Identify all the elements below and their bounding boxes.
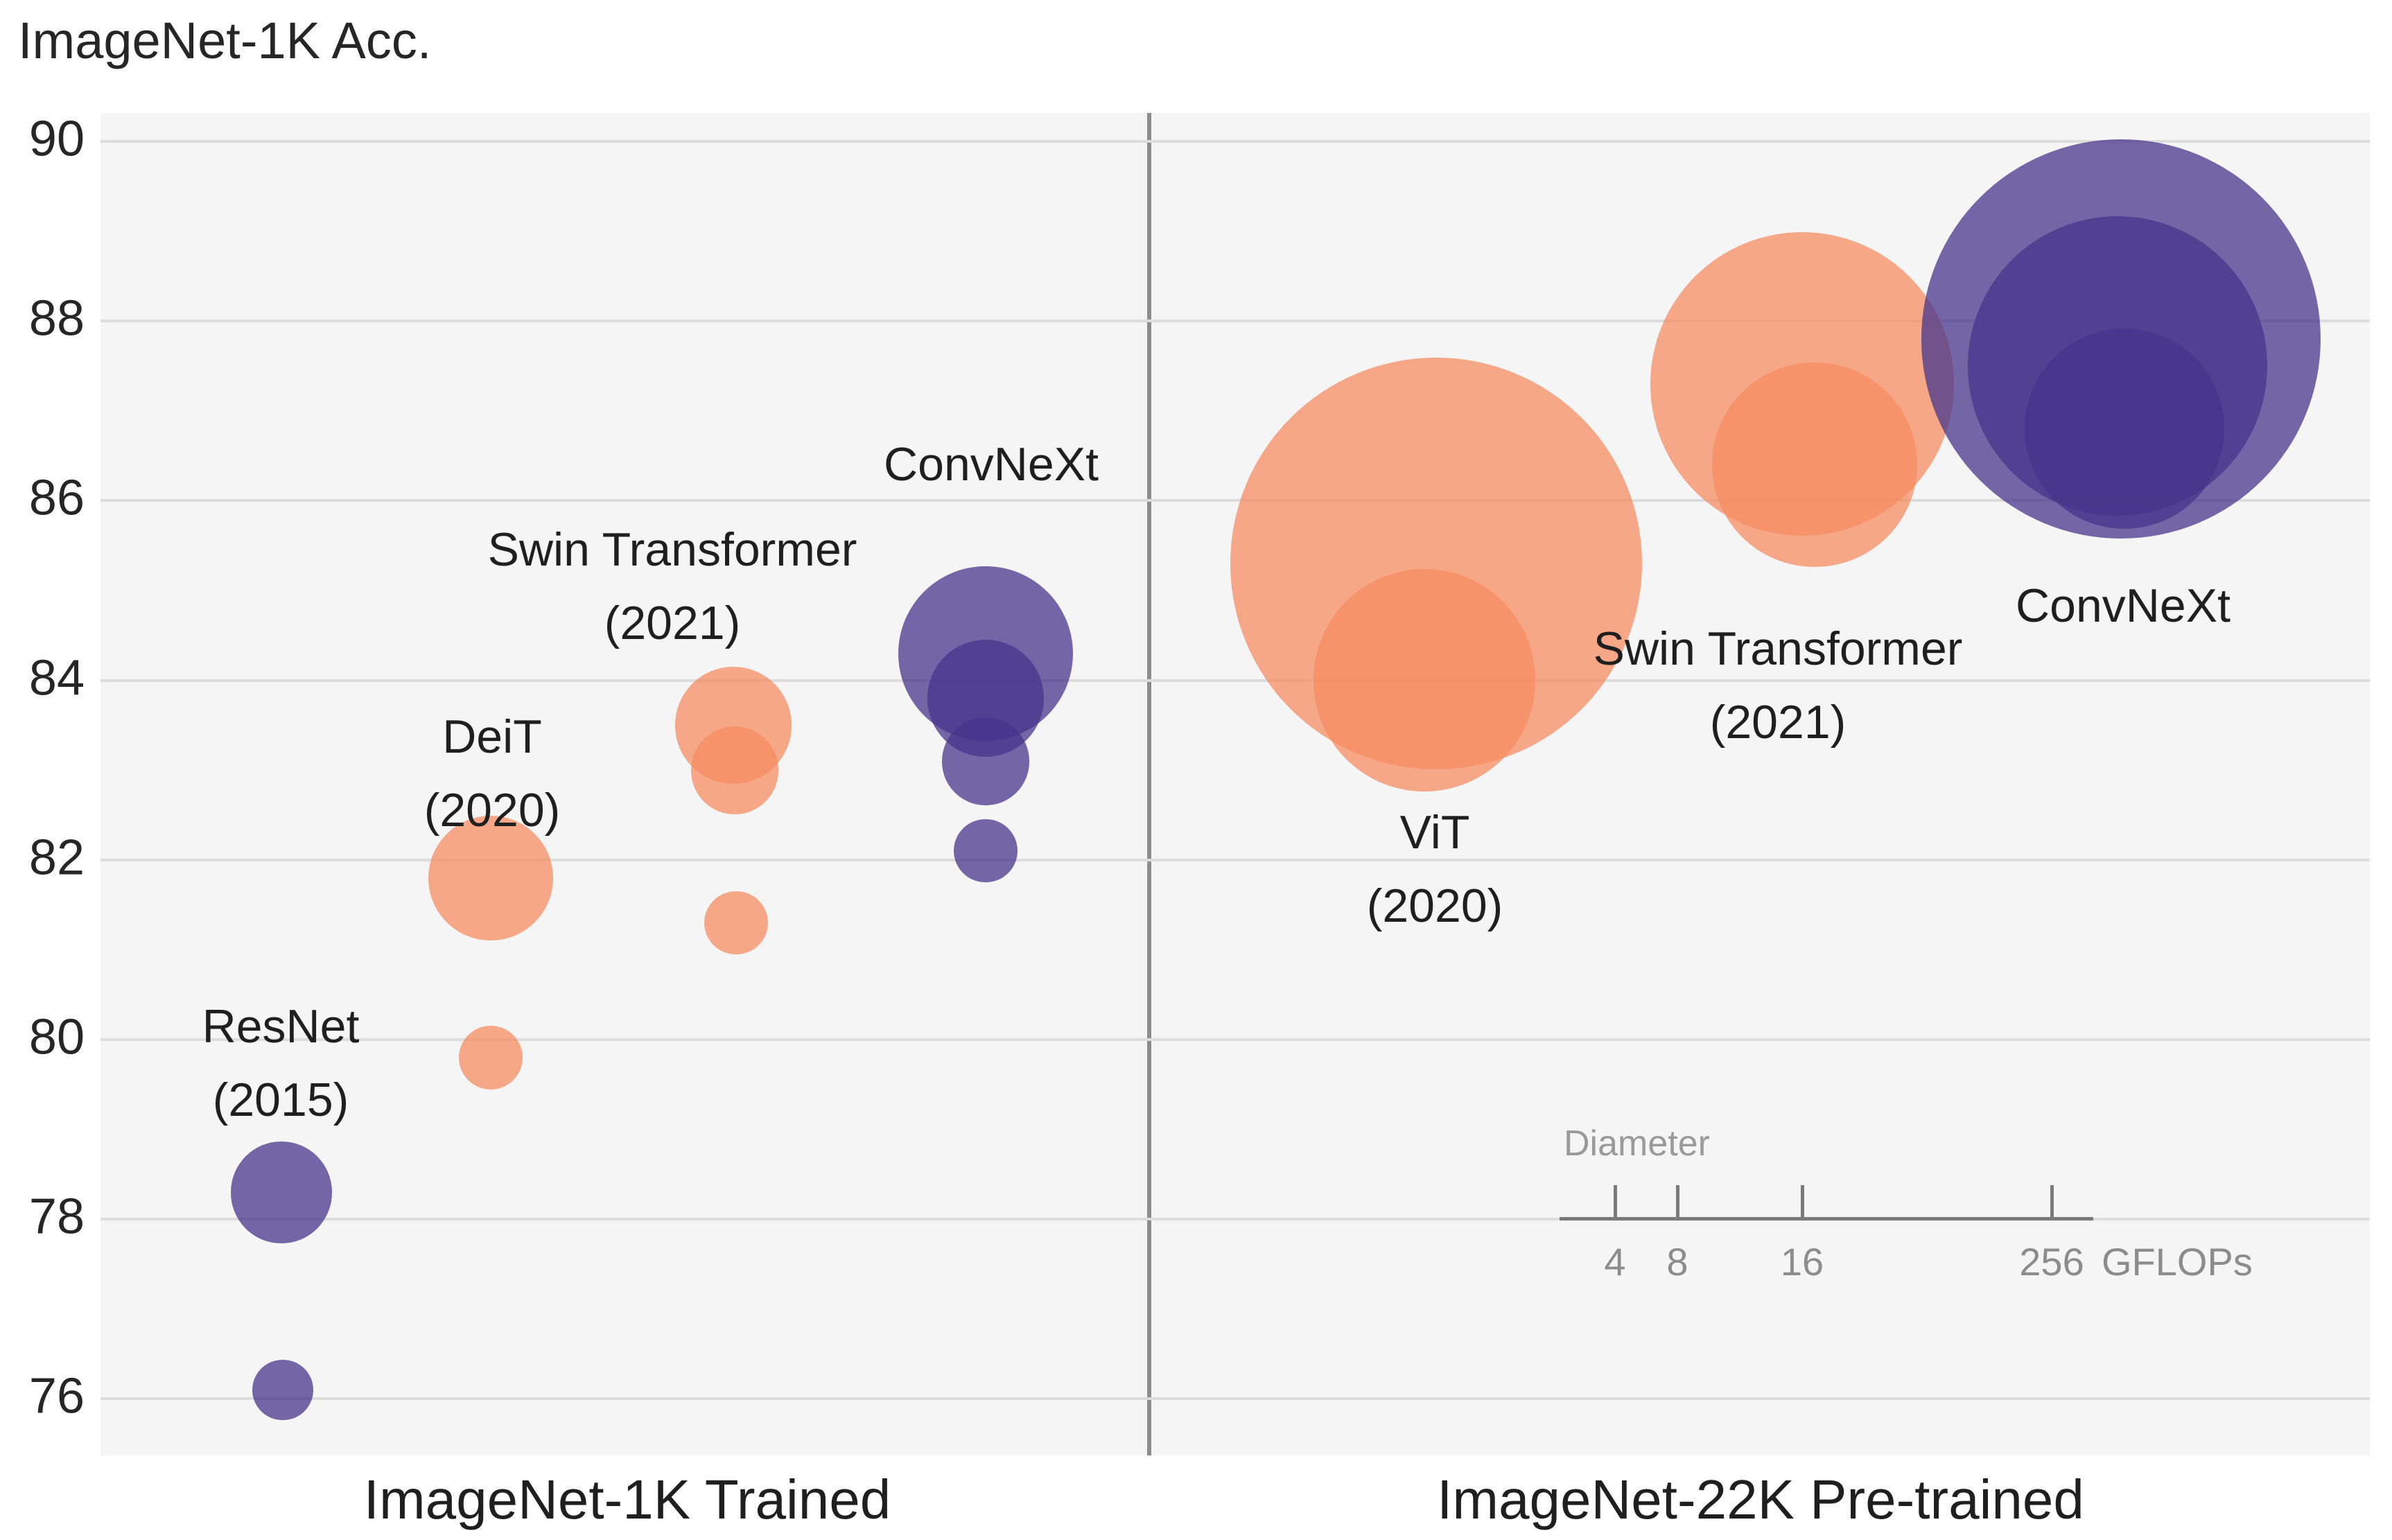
legend-tick-8: [1676, 1185, 1679, 1217]
bubble-swin-22k-86.4: [1712, 362, 1917, 568]
y-tick-label-88: 88: [28, 290, 85, 347]
gridline-80: [101, 1038, 2370, 1041]
legend-tick-4: [1614, 1185, 1617, 1217]
legend-tick-label-8: 8: [1666, 1240, 1688, 1284]
legend-gflops-unit-label: GFLOPs: [2102, 1240, 2253, 1284]
y-tick-label-80: 80: [28, 1009, 85, 1065]
label-swin-22k-line2: (2021): [1709, 696, 1847, 749]
label-resnet-line1: ResNet: [202, 1000, 360, 1053]
bubble-swin-1k-83: [690, 726, 779, 814]
y-tick-label-76: 76: [28, 1369, 85, 1425]
label-deit-line2: (2020): [424, 784, 561, 837]
label-vit: ViT (2020): [1367, 796, 1503, 943]
label-convnext-22k-line1: ConvNeXt: [2016, 579, 2231, 632]
label-resnet: ResNet (2015): [202, 990, 360, 1137]
y-tick-label-78: 78: [28, 1189, 85, 1245]
label-swin-1k-line1: Swin Transformer: [487, 523, 857, 576]
bubble-resnet-78.3: [230, 1141, 333, 1243]
x-axis-label-imagenet-22k-pretrained: ImageNet-22K Pre-trained: [1437, 1469, 2084, 1530]
label-vit-line1: ViT: [1399, 806, 1470, 859]
y-tick-label-90: 90: [28, 111, 85, 167]
gridline-86: [101, 499, 2370, 502]
gridline-84: [101, 679, 2370, 682]
label-convnext-22k: ConvNeXt: [2016, 569, 2231, 642]
bubble-deit-81.8: [428, 815, 554, 940]
label-swin-1k: Swin Transformer (2021): [488, 513, 857, 660]
legend-tick-label-4: 4: [1604, 1240, 1626, 1284]
label-vit-line2: (2020): [1366, 880, 1503, 932]
label-convnext-1k: ConvNeXt: [884, 428, 1099, 501]
legend-diameter-title: Diameter: [1564, 1123, 1710, 1164]
label-swin-22k: Swin Transformer (2021): [1594, 612, 1963, 759]
bubble-vit-84: [1313, 569, 1536, 791]
gridline-90: [101, 140, 2370, 143]
y-tick-label-84: 84: [28, 650, 85, 706]
y-tick-label-86: 86: [28, 471, 85, 527]
legend-tick-16: [1801, 1185, 1804, 1217]
label-swin-22k-line1: Swin Transformer: [1593, 622, 1963, 675]
x-axis-label-imagenet-1k-trained: ImageNet-1K Trained: [363, 1469, 891, 1530]
gridline-78: [101, 1218, 2370, 1221]
y-tick-label-82: 82: [28, 830, 85, 886]
gridline-82: [101, 858, 2370, 861]
label-swin-1k-line2: (2021): [604, 597, 741, 649]
legend-ruler-line: [1560, 1217, 2093, 1220]
label-convnext-1k-line1: ConvNeXt: [884, 438, 1099, 491]
panel-divider-line: [1147, 113, 1151, 1455]
bubble-convnext-1k-82.1: [954, 819, 1018, 883]
legend-tick-label-16: 16: [1780, 1240, 1824, 1284]
gridline-88: [101, 320, 2370, 323]
gridline-76: [101, 1397, 2370, 1401]
label-deit-line1: DeiT: [442, 710, 542, 763]
legend-tick-label-256: 256: [2019, 1240, 2084, 1284]
y-axis-title: ImageNet-1K Acc.: [18, 12, 432, 69]
label-deit: DeiT (2020): [424, 700, 561, 847]
bubble-convnext-22k-86.8: [2024, 329, 2225, 530]
label-resnet-line2: (2015): [212, 1074, 349, 1126]
bubble-resnet-76.1: [252, 1359, 313, 1420]
bubble-deit-79.8: [458, 1025, 523, 1090]
bubble-swin-1k-81.3: [704, 891, 768, 955]
bubble-convnext-1k-83.1: [941, 717, 1030, 805]
legend-tick-256: [2050, 1185, 2054, 1217]
